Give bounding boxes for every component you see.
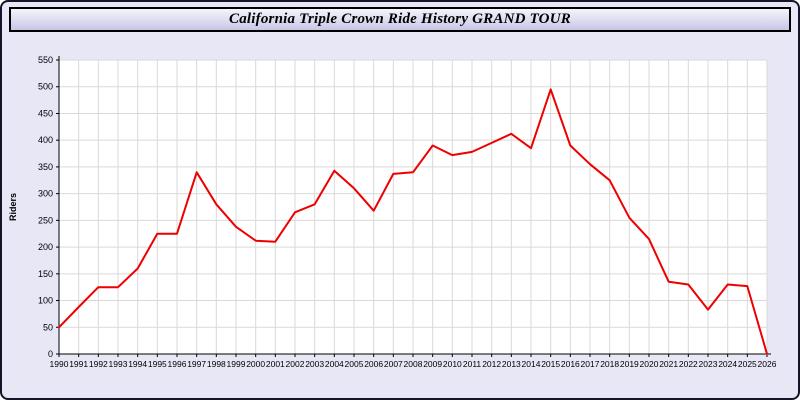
svg-text:1993: 1993 (109, 359, 128, 369)
svg-text:300: 300 (38, 189, 53, 199)
svg-text:250: 250 (38, 215, 53, 225)
svg-text:1996: 1996 (168, 359, 187, 369)
axes (56, 56, 771, 357)
svg-text:2008: 2008 (404, 359, 423, 369)
svg-text:2019: 2019 (620, 359, 639, 369)
svg-text:2020: 2020 (640, 359, 659, 369)
svg-text:1999: 1999 (227, 359, 246, 369)
svg-text:100: 100 (38, 296, 53, 306)
svg-text:2010: 2010 (443, 359, 462, 369)
svg-text:2023: 2023 (699, 359, 718, 369)
svg-text:2000: 2000 (246, 359, 265, 369)
svg-text:500: 500 (38, 82, 53, 92)
svg-text:200: 200 (38, 242, 53, 252)
svg-text:2003: 2003 (305, 359, 324, 369)
riders-series-line (58, 88, 768, 355)
svg-text:1991: 1991 (69, 359, 88, 369)
svg-text:2022: 2022 (679, 359, 698, 369)
svg-text:2015: 2015 (541, 359, 560, 369)
svg-text:1992: 1992 (89, 359, 108, 369)
y-tick-labels: 0 50 100 150 200 250 300 350 400 450 500 550 (38, 55, 53, 359)
svg-text:1990: 1990 (50, 359, 69, 369)
svg-text:400: 400 (38, 135, 53, 145)
svg-text:450: 450 (38, 108, 53, 118)
svg-text:2009: 2009 (423, 359, 442, 369)
svg-text:150: 150 (38, 269, 53, 279)
svg-text:1998: 1998 (207, 359, 226, 369)
svg-text:2011: 2011 (463, 359, 482, 369)
svg-text:2024: 2024 (718, 359, 737, 369)
svg-text:2026: 2026 (758, 359, 777, 369)
svg-text:2004: 2004 (325, 359, 344, 369)
svg-text:2016: 2016 (561, 359, 580, 369)
svg-text:1994: 1994 (128, 359, 147, 369)
svg-text:2005: 2005 (345, 359, 364, 369)
svg-text:2021: 2021 (659, 359, 678, 369)
svg-text:50: 50 (43, 322, 53, 332)
svg-text:550: 550 (38, 55, 53, 65)
svg-text:1997: 1997 (187, 359, 206, 369)
svg-text:2017: 2017 (581, 359, 600, 369)
svg-text:2013: 2013 (502, 359, 521, 369)
svg-text:350: 350 (38, 162, 53, 172)
chart-title-bar: California Triple Crown Ride History GRA… (9, 7, 791, 32)
x-tick-labels: 1990 1991 1992 1993 1994 1995 1996 1997 1998 1999… (50, 359, 777, 369)
svg-text:2014: 2014 (522, 359, 541, 369)
svg-text:2001: 2001 (266, 359, 285, 369)
svg-text:2018: 2018 (600, 359, 619, 369)
svg-text:2012: 2012 (482, 359, 501, 369)
svg-text:2006: 2006 (364, 359, 383, 369)
svg-text:0: 0 (48, 349, 53, 359)
svg-text:2025: 2025 (738, 359, 757, 369)
svg-text:2007: 2007 (384, 359, 403, 369)
page-title: California Triple Crown Ride History GRA… (229, 11, 571, 27)
svg-text:1995: 1995 (148, 359, 167, 369)
y-axis-label: Riders (8, 193, 18, 221)
grid-lines (59, 59, 768, 354)
svg-text:2002: 2002 (286, 359, 305, 369)
